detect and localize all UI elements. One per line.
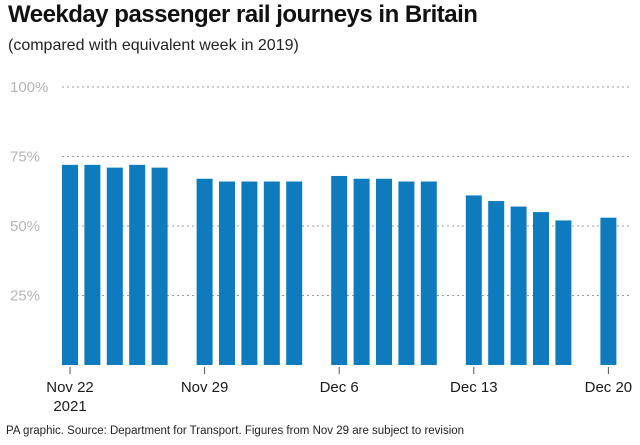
x-tick-label: Dec 13 (450, 379, 498, 396)
bar (286, 181, 303, 365)
bar (600, 217, 617, 365)
y-tick-label: 100% (10, 79, 48, 96)
bar (420, 181, 437, 365)
bar (151, 167, 168, 365)
bar (510, 206, 527, 365)
bar (106, 167, 123, 365)
bar-chart: 100% 75% 50% 25% Nov 22 2021 Nov 29 Dec 6 Dec 13… (10, 79, 633, 415)
x-tick-label: Dec 6 (320, 379, 359, 396)
bar (129, 164, 146, 365)
bar (263, 181, 280, 365)
x-tick-label: Nov 29 (181, 379, 229, 396)
bar (241, 181, 258, 365)
y-tick-label: 50% (10, 218, 40, 235)
bar (465, 195, 482, 365)
bar (398, 181, 415, 365)
bar (376, 178, 392, 365)
bar (196, 178, 213, 365)
y-tick-label: 25% (10, 288, 40, 305)
bar (353, 178, 370, 365)
bar (555, 220, 572, 365)
x-tick-label: Dec 20 (585, 379, 633, 396)
x-tick-sublabel: 2021 (53, 398, 86, 415)
bar (533, 212, 549, 365)
chart-subtitle: (compared with equivalent week in 2019) (8, 37, 299, 54)
source-footer: PA graphic. Source: Department for Trans… (6, 425, 465, 437)
bar (219, 181, 235, 365)
bar (62, 164, 78, 365)
x-tick-label: Nov 22 (46, 379, 94, 396)
chart-title: Weekday passenger rail journeys in Brita… (8, 1, 478, 28)
bar (331, 175, 348, 365)
bar (84, 164, 101, 365)
y-tick-label: 75% (10, 149, 40, 166)
bar (488, 200, 505, 365)
